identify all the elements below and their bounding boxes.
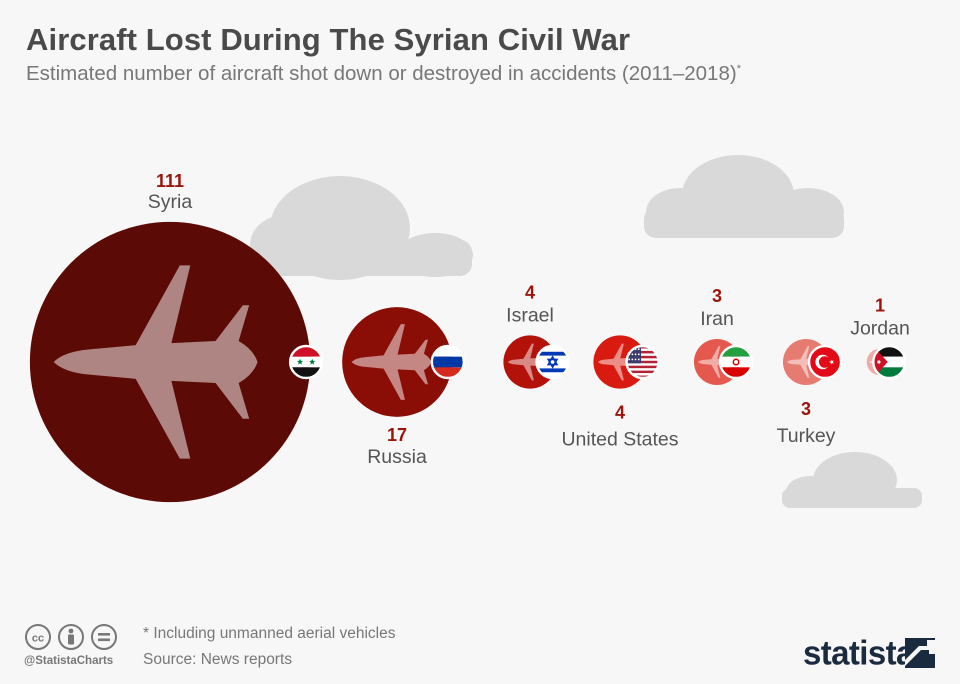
value-label: 3 <box>801 399 811 419</box>
cloud-decorations <box>250 155 922 508</box>
statista-logo-icon <box>905 638 935 668</box>
bubble-turkey: 3 Turkey <box>777 338 843 447</box>
chart-subtitle: Estimated number of aircraft shot down o… <box>26 62 741 85</box>
subtitle-footnote-mark: * <box>736 63 741 76</box>
country-label: United States <box>561 429 678 451</box>
attribution-icon <box>58 624 84 650</box>
no-derivatives-icon <box>91 624 117 650</box>
usa-flag-icon <box>625 344 660 380</box>
bubble-united-states: 4 United States <box>561 335 679 451</box>
cloud-icon <box>782 452 922 508</box>
cloud-icon <box>250 176 473 280</box>
country-label: Turkey <box>777 425 836 447</box>
country-label: Israel <box>506 304 554 326</box>
value-label: 3 <box>712 286 722 306</box>
turkey-flag-icon <box>807 344 843 380</box>
russia-flag-icon <box>430 344 466 380</box>
value-label: 4 <box>525 282 535 302</box>
country-label: Iran <box>700 308 734 330</box>
value-label: 17 <box>387 425 407 445</box>
twitter-handle: @StatistaCharts <box>24 655 114 667</box>
source-note: Source: News reports <box>143 651 293 668</box>
statista-logo-text: statista <box>803 633 914 672</box>
iran-flag-icon <box>718 344 754 380</box>
chart-title: Aircraft Lost During The Syrian Civil Wa… <box>26 22 631 57</box>
svg-text:cc: cc <box>32 633 44 645</box>
cloud-icon <box>644 155 844 238</box>
value-label: 4 <box>615 403 625 423</box>
country-label: Russia <box>367 446 427 468</box>
country-label: Syria <box>148 191 193 213</box>
syria-flag-icon <box>288 344 324 380</box>
footnote: * Including unmanned aerial vehicles <box>143 625 396 642</box>
cc-icon: cc <box>25 624 51 650</box>
value-label: 1 <box>875 296 885 316</box>
israel-flag-icon <box>535 344 570 380</box>
license-icons: cc <box>24 623 120 656</box>
jordan-flag-icon <box>872 344 907 380</box>
country-label: Jordan <box>850 318 910 340</box>
value-label: 111 <box>156 171 184 191</box>
